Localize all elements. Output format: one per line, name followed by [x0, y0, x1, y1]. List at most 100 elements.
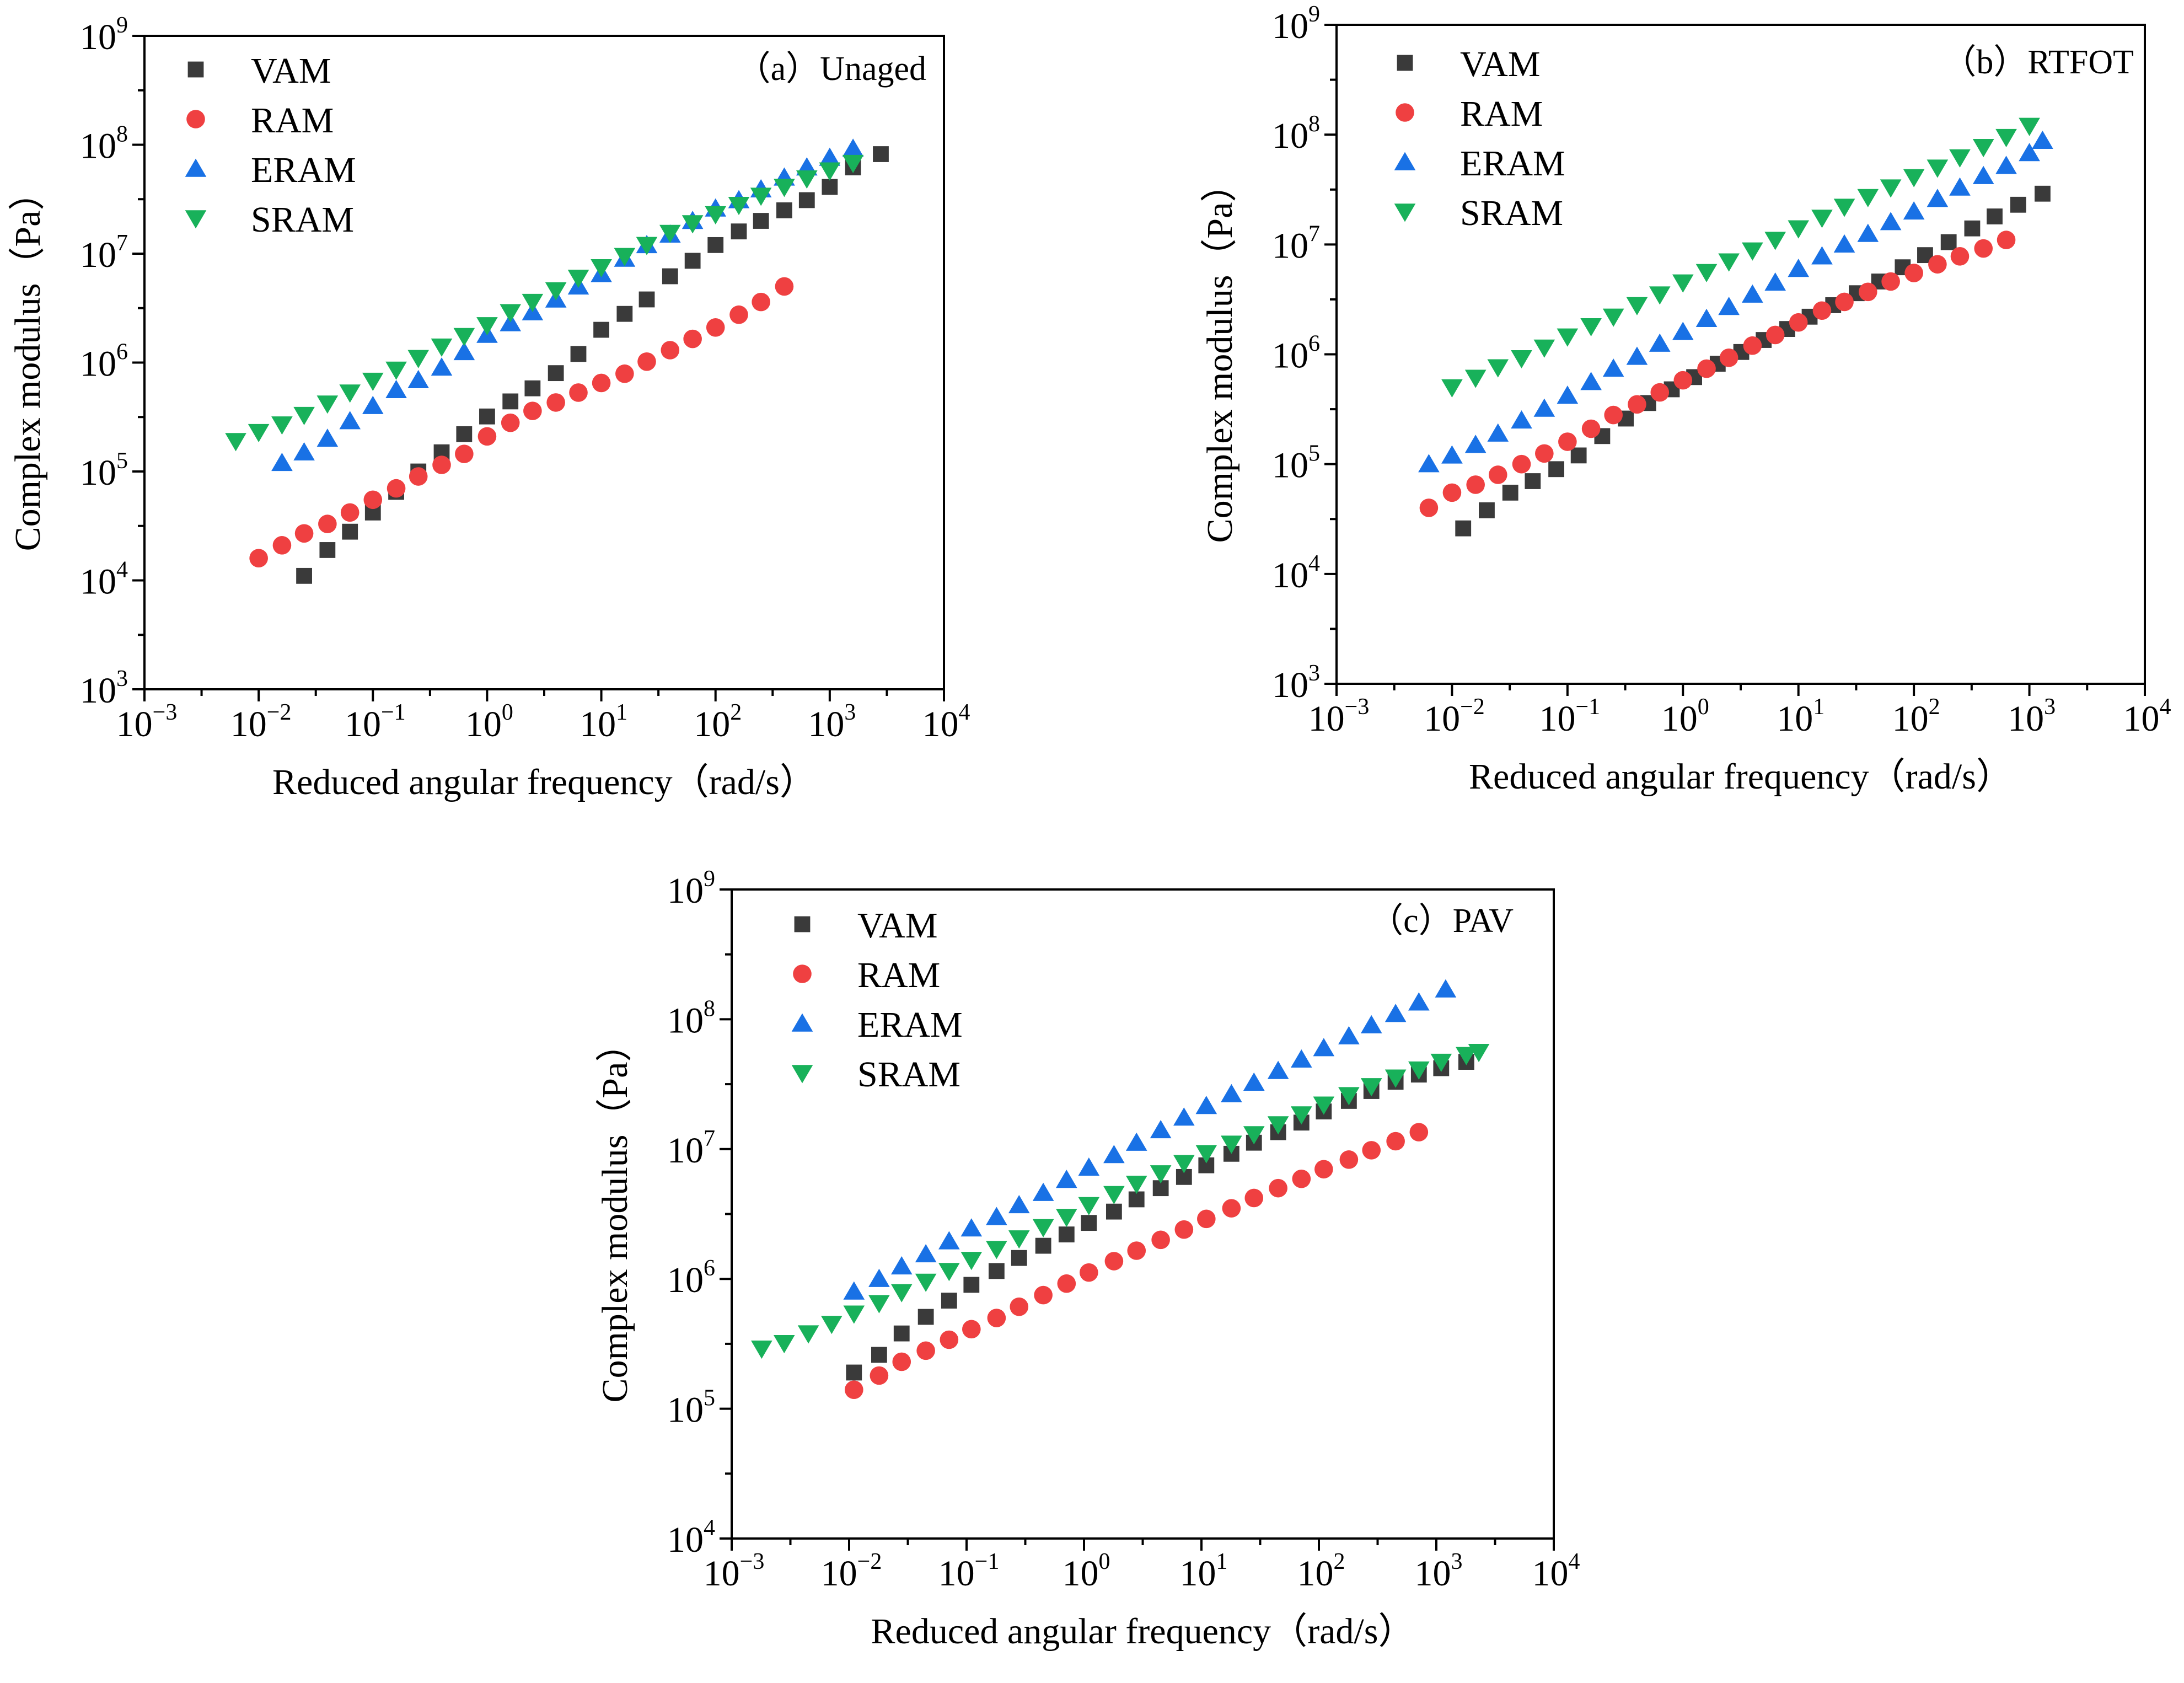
data-point-ram	[1466, 475, 1485, 494]
legend-marker-sram	[185, 210, 207, 229]
data-point-ram	[1419, 499, 1439, 517]
legend-marker-vam	[794, 916, 811, 932]
data-point-ram	[1950, 247, 1970, 266]
data-point-sram	[1032, 1219, 1054, 1237]
y-tick-label-exponent: 5	[116, 448, 128, 474]
data-point-vam	[593, 321, 609, 338]
data-point-eram	[1949, 177, 1971, 196]
data-point-eram	[960, 1218, 983, 1237]
data-point-eram	[1103, 1145, 1125, 1164]
data-point-sram	[431, 338, 453, 357]
y-tick-label: 104	[667, 1515, 715, 1560]
x-tick-label: 100	[1661, 694, 1709, 739]
legend-marker-ram	[1396, 103, 1414, 122]
data-point-vam	[638, 291, 655, 308]
data-point-sram	[1430, 1053, 1452, 1072]
data-point-ram	[892, 1352, 911, 1371]
data-point-eram	[293, 442, 315, 460]
data-point-eram	[1243, 1072, 1265, 1091]
x-tick-label-exponent: 1	[616, 700, 627, 725]
data-point-ram	[1057, 1274, 1076, 1293]
data-point-sram	[1626, 297, 1648, 315]
legend-label-eram: ERAM	[1460, 143, 1565, 184]
legend-marker-sram	[1394, 203, 1416, 222]
data-point-eram	[1221, 1084, 1242, 1102]
data-point-sram	[773, 1334, 795, 1354]
data-point-sram	[1195, 1145, 1217, 1164]
data-point-eram	[407, 369, 430, 389]
data-point-vam	[2010, 196, 2026, 213]
data-point-eram	[1150, 1120, 1172, 1139]
data-point-eram	[1464, 435, 1487, 453]
data-point-ram	[272, 536, 292, 555]
x-tick-label-exponent: 3	[2044, 694, 2056, 720]
data-point-ram	[1604, 405, 1623, 425]
legend-marker-eram	[1394, 152, 1416, 170]
data-point-sram	[1764, 232, 1786, 250]
x-tick-label: 104	[922, 700, 970, 744]
x-tick-label: 101	[1180, 1549, 1228, 1594]
x-tick-label-exponent: −2	[267, 700, 292, 725]
data-point-eram	[1903, 201, 1925, 220]
x-tick-label-base: 10	[938, 1553, 975, 1594]
data-point-sram	[842, 154, 864, 173]
data-point-eram	[453, 341, 475, 361]
data-point-eram	[1385, 1004, 1407, 1022]
y-tick-label-base: 10	[80, 235, 116, 275]
data-point-vam	[1964, 220, 1981, 237]
data-point-vam	[456, 426, 473, 442]
data-point-eram	[1995, 156, 2017, 174]
data-point-eram	[1055, 1170, 1077, 1188]
data-point-sram	[636, 237, 658, 255]
data-point-ram	[1197, 1209, 1216, 1229]
x-tick-label: 10−1	[938, 1549, 1000, 1594]
y-tick-label-exponent: 8	[704, 996, 715, 1021]
data-point-vam	[1455, 520, 1472, 537]
data-point-ram	[1244, 1188, 1264, 1208]
legend-label-sram: SRAM	[1460, 193, 1563, 233]
data-point-eram	[868, 1268, 890, 1287]
x-tick-label-exponent: 2	[1929, 694, 1940, 720]
x-tick-label: 10−2	[230, 700, 292, 744]
legend-marker-ram	[793, 964, 812, 983]
data-point-sram	[890, 1284, 913, 1303]
data-point-ram	[1535, 444, 1554, 463]
legend-label-eram: ERAM	[251, 150, 356, 190]
y-tick-label: 103	[1272, 661, 1320, 705]
data-point-sram	[774, 179, 795, 197]
data-point-sram	[659, 224, 681, 243]
data-point-ram	[294, 524, 314, 543]
data-point-ram	[845, 1380, 863, 1400]
data-point-ram	[1222, 1199, 1241, 1218]
data-point-sram	[1788, 220, 1810, 239]
data-point-ram	[1409, 1123, 1429, 1141]
data-point-eram	[1032, 1182, 1054, 1201]
legend-marker-ram	[186, 110, 205, 128]
data-point-sram	[522, 293, 544, 313]
data-point-ram	[1974, 239, 1993, 258]
data-point-sram	[819, 162, 841, 181]
series-eram	[1418, 130, 2053, 473]
y-tick-label-base: 10	[80, 671, 116, 711]
data-point-eram	[1360, 1015, 1382, 1033]
data-point-eram	[385, 379, 407, 398]
x-tick-label-exponent: −1	[381, 700, 406, 725]
x-tick-label-base: 10	[1777, 699, 1813, 739]
data-point-ram	[615, 364, 634, 383]
data-point-ram	[1928, 255, 1947, 274]
data-point-ram	[1362, 1141, 1381, 1160]
y-tick-label-base: 10	[667, 871, 704, 911]
legend-marker-eram	[185, 158, 207, 177]
x-tick-label-exponent: −1	[1576, 694, 1601, 720]
data-point-sram	[614, 248, 636, 266]
data-point-sram	[1972, 139, 1994, 158]
x-tick-label-exponent: 2	[730, 700, 742, 725]
y-tick-label: 109	[80, 13, 128, 57]
data-point-ram	[987, 1309, 1006, 1327]
x-tick-label: 10−3	[116, 700, 178, 744]
data-point-sram	[293, 406, 315, 425]
y-tick-label-exponent: 5	[704, 1386, 715, 1411]
data-point-sram	[1857, 189, 1879, 207]
x-tick-label-base: 10	[1180, 1553, 1216, 1594]
data-point-vam	[616, 305, 633, 322]
